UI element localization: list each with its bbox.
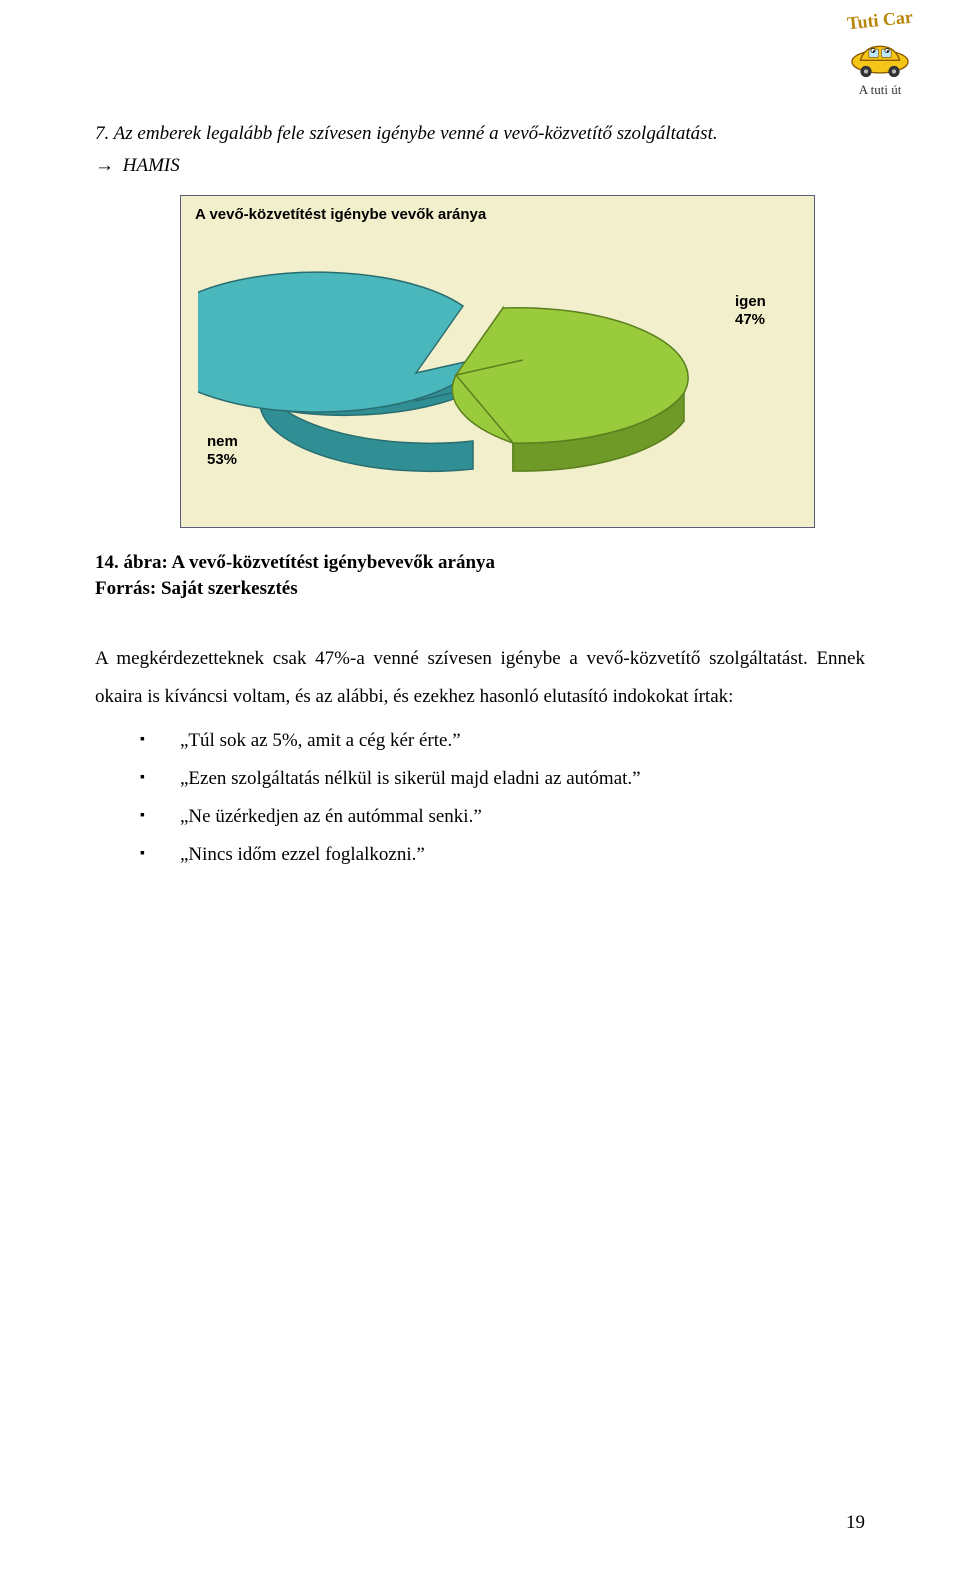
list-item: „Ezen szolgáltatás nélkül is sikerül maj…	[140, 760, 865, 798]
brand-logo: Tuti Car A tuti út	[825, 10, 935, 98]
page-number: 19	[846, 1512, 865, 1534]
question-text: Az emberek legalább fele szívesen igényb…	[114, 123, 718, 144]
pie-chart-container: A vevő-közvetítést igénybe vevők aránya	[180, 195, 815, 528]
body-paragraph: A megkérdezetteknek csak 47%-a venné szí…	[95, 640, 865, 716]
pie-chart-svg	[198, 233, 798, 503]
source-label: Forrás:	[95, 578, 161, 599]
bullet-list: „Túl sok az 5%, amit a cég kér érte.” „E…	[140, 722, 865, 874]
arrow-icon: →	[95, 155, 114, 176]
chart-area: nem 53% igen 47%	[195, 233, 800, 513]
answer-line: → HAMIS	[95, 155, 865, 177]
chart-label-nem-name: nem	[207, 433, 238, 450]
pie-slice-nem	[198, 272, 483, 471]
list-item: „Nincs időm ezzel foglalkozni.”	[140, 836, 865, 874]
caption-text: A vevő-közvetítést igénybevevők aránya	[172, 552, 495, 573]
question-line: 7. Az emberek legalább fele szívesen igé…	[95, 120, 865, 149]
chart-title: A vevő-közvetítést igénybe vevők aránya	[195, 206, 800, 223]
chart-label-igen-name: igen	[735, 293, 766, 310]
list-item: „Ne üzérkedjen az én autómmal senki.”	[140, 798, 865, 836]
pie-slice-igen	[452, 307, 688, 470]
source-text: Saját szerkesztés	[161, 578, 298, 599]
logo-bottom-text: A tuti út	[825, 82, 935, 98]
question-number: 7.	[95, 123, 109, 144]
answer-text: HAMIS	[123, 155, 180, 176]
chart-label-igen-pct: 47%	[735, 311, 765, 328]
chart-label-nem-pct: 53%	[207, 451, 237, 468]
figure-caption: 14. ábra: A vevő-közvetítést igénybevevő…	[95, 552, 865, 574]
figure-source: Forrás: Saját szerkesztés	[95, 578, 865, 600]
logo-top-text: Tuti Car	[824, 4, 936, 36]
list-item: „Túl sok az 5%, amit a cég kér érte.”	[140, 722, 865, 760]
chart-label-nem: nem 53%	[207, 433, 238, 471]
caption-prefix: 14. ábra:	[95, 552, 172, 573]
chart-label-igen: igen 47%	[735, 293, 766, 331]
car-icon	[845, 35, 915, 80]
